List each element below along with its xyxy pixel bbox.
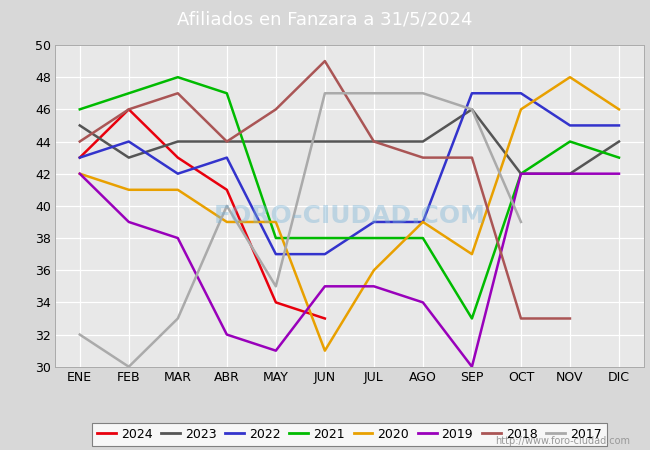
Text: http://www.foro-ciudad.com: http://www.foro-ciudad.com <box>495 436 630 446</box>
Text: FORO-CIUDAD.COM: FORO-CIUDAD.COM <box>213 203 486 228</box>
Legend: 2024, 2023, 2022, 2021, 2020, 2019, 2018, 2017: 2024, 2023, 2022, 2021, 2020, 2019, 2018… <box>92 423 606 446</box>
Text: Afiliados en Fanzara a 31/5/2024: Afiliados en Fanzara a 31/5/2024 <box>177 10 473 28</box>
